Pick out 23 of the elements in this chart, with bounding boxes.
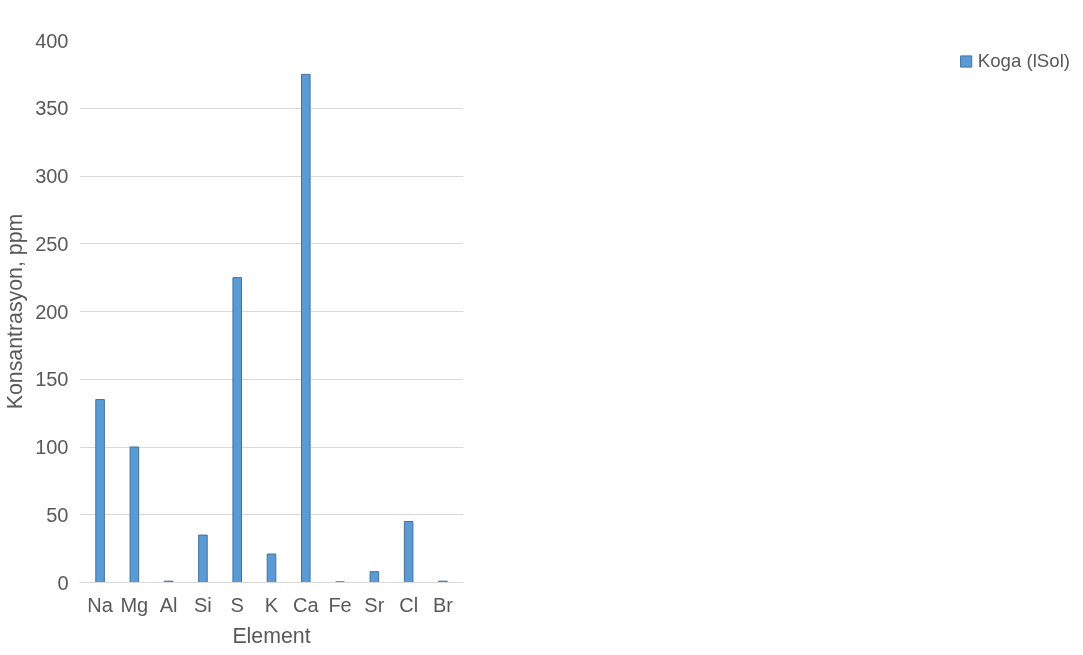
y-axis-title: Konsantrasyon, ppm [3,213,28,410]
x-tick-label: Na [87,593,114,616]
y-tick-label: 0 [57,571,69,594]
x-tick-label: Al [159,593,178,616]
legend-label: Koga (lSol) [977,50,1070,72]
y-tick-label: 150 [35,368,69,391]
y-tick-label: 50 [46,503,69,526]
y-tick-label: 350 [35,97,69,120]
y-tick-label: 100 [35,436,69,458]
x-tick-label: S [230,593,244,616]
x-tick-label: Mg [120,593,149,616]
y-tick-label: 300 [35,165,69,187]
x-tick-label: K [264,593,279,616]
y-tick-label: 400 [35,29,69,52]
x-tick-label: Cl [399,593,419,616]
x-tick-label: Ca [293,593,320,616]
x-tick-label: Sr [364,593,385,616]
x-tick-label: Br [432,593,454,616]
y-tick-label: 200 [35,300,69,323]
x-tick-label: Si [194,593,212,616]
x-axis-title: Element [232,623,311,648]
y-tick-label: 250 [35,232,69,255]
x-tick-label: Fe [328,593,352,616]
